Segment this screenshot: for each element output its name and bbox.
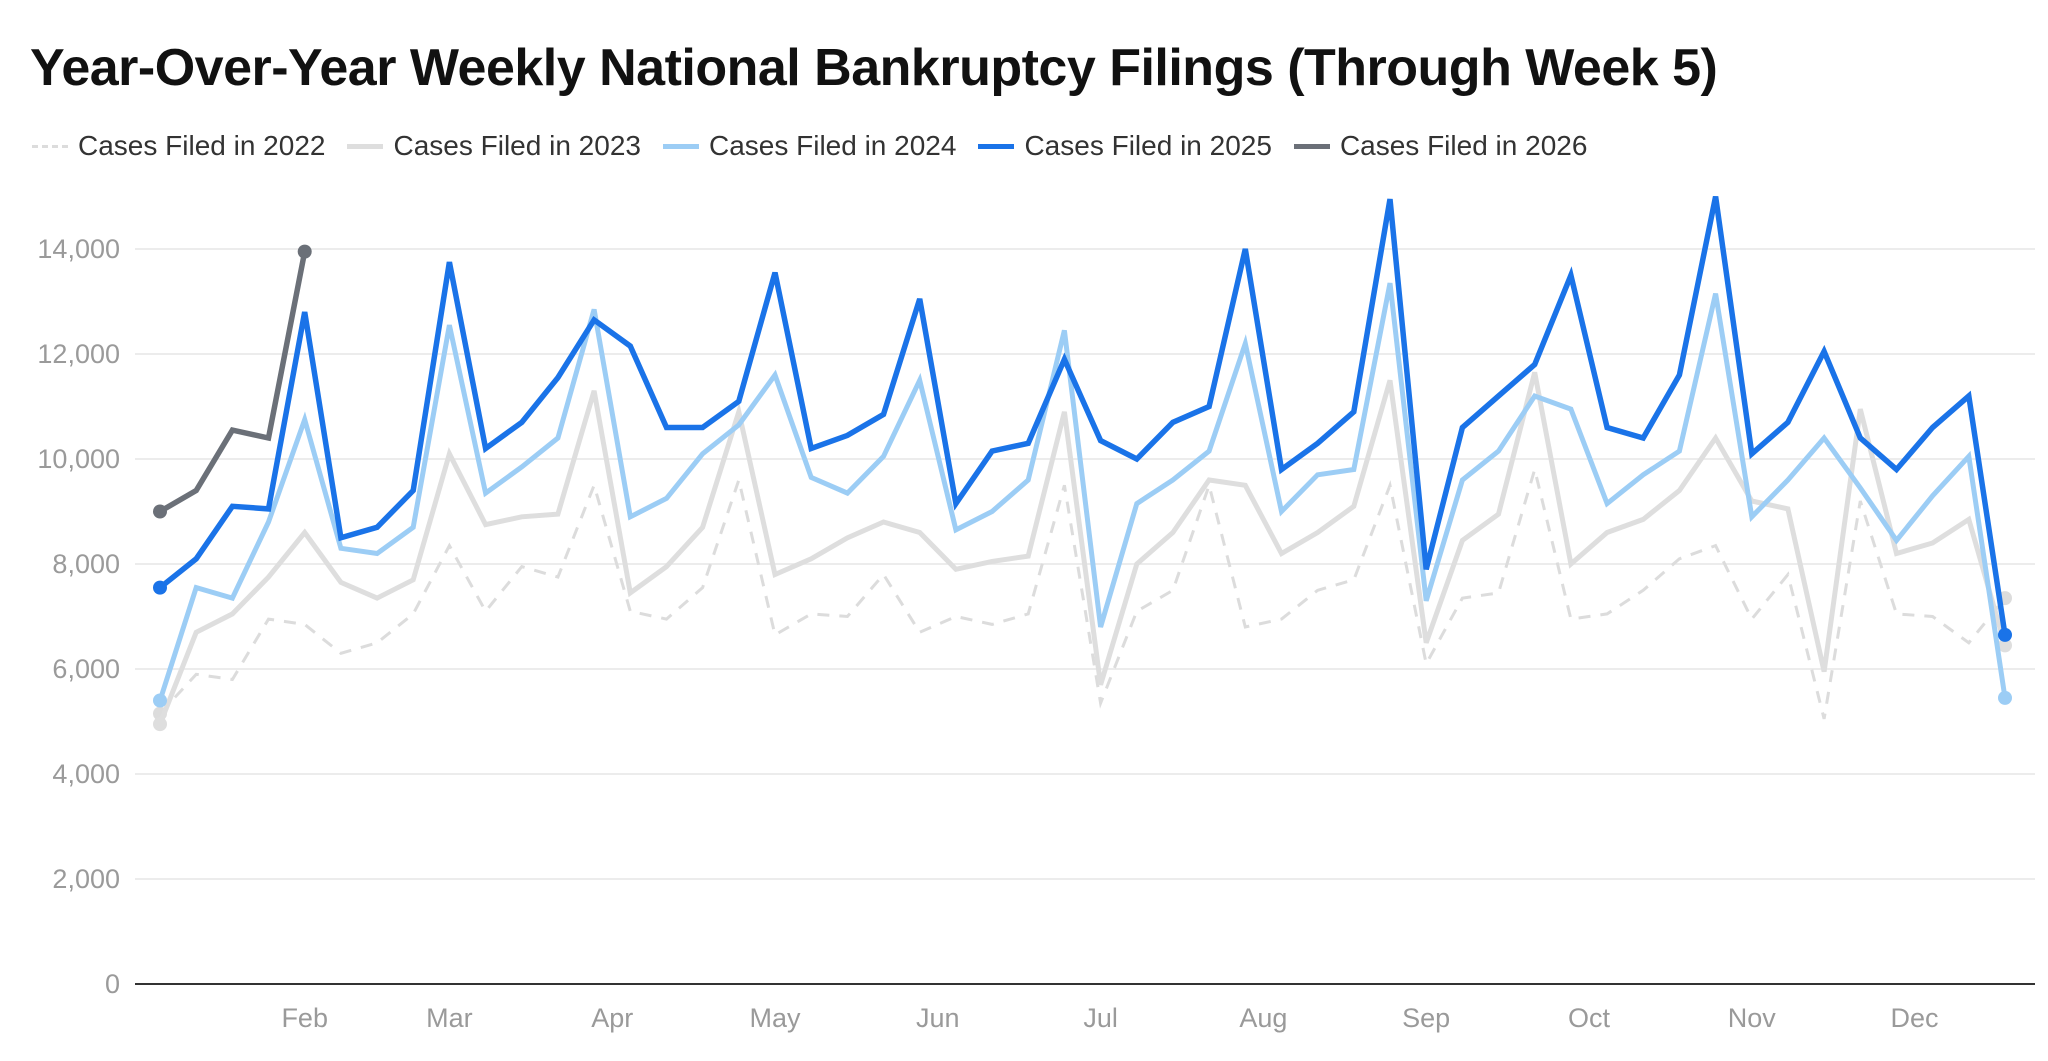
x-tick-label: May [749, 1003, 801, 1033]
series-line-1 [158, 463, 2007, 720]
y-tick-label: 8,000 [52, 549, 120, 579]
series-start-point [153, 580, 167, 595]
y-tick-label: 14,000 [37, 234, 120, 264]
x-tick-label: Dec [1891, 1003, 1939, 1033]
legend-label: Cases Filed in 2026 [1339, 130, 1588, 161]
legend-label: Cases Filed in 2023 [393, 130, 641, 161]
series-line-3 [157, 282, 2008, 702]
y-tick-label: 0 [105, 969, 120, 999]
series-end-point [1998, 638, 2012, 653]
legend-swatch [1293, 143, 1330, 149]
legend-label: Cases Filed in 2022 [78, 130, 326, 161]
legend-label: Cases Filed in 2025 [1024, 130, 1272, 161]
legend: Cases Filed in 2022 Cases Filed in 2023 Ca… [32, 130, 1609, 162]
legend-label: Cases Filed in 2024 [708, 130, 957, 161]
legend-item: Cases Filed in 2025 [978, 130, 1272, 162]
series-end-point [1998, 627, 2012, 642]
chart-title: Year-Over-Year Weekly National Bankruptc… [30, 39, 1718, 97]
x-tick-label: Jul [1083, 1003, 1118, 1033]
x-tick-label: Oct [1568, 1003, 1611, 1033]
legend-swatch [662, 143, 699, 149]
legend-item: Cases Filed in 2024 [662, 130, 957, 162]
legend-swatch [978, 143, 1015, 149]
y-tick-label: 10,000 [37, 444, 120, 474]
x-tick-label: Sep [1402, 1003, 1450, 1033]
x-tick-label: Nov [1728, 1003, 1777, 1033]
x-tick-label: Aug [1239, 1003, 1287, 1033]
legend-item: Cases Filed in 2026 [1293, 130, 1588, 162]
series-end-point [1998, 690, 2012, 705]
series-end-point [297, 244, 312, 259]
series-line-4 [158, 195, 2008, 636]
y-tick-label: 4,000 [52, 759, 120, 789]
x-tick-label: Mar [426, 1003, 473, 1033]
legend-swatch [32, 144, 68, 148]
x-tick-label: Jun [916, 1003, 960, 1033]
y-tick-label: 6,000 [52, 654, 120, 684]
series-line-2 [157, 371, 2008, 726]
series-line-5 [158, 251, 308, 514]
series-start-point [153, 504, 167, 519]
legend-swatch [347, 143, 384, 149]
y-tick-label: 2,000 [52, 864, 120, 894]
y-tick-label: 12,000 [37, 339, 120, 369]
x-tick-label: Feb [281, 1003, 328, 1033]
series-start-point [153, 717, 167, 732]
series-start-point [153, 693, 167, 708]
x-tick-label: Apr [591, 1003, 633, 1033]
legend-item: Cases Filed in 2022 [32, 130, 325, 162]
legend-item: Cases Filed in 2023 [347, 130, 641, 162]
